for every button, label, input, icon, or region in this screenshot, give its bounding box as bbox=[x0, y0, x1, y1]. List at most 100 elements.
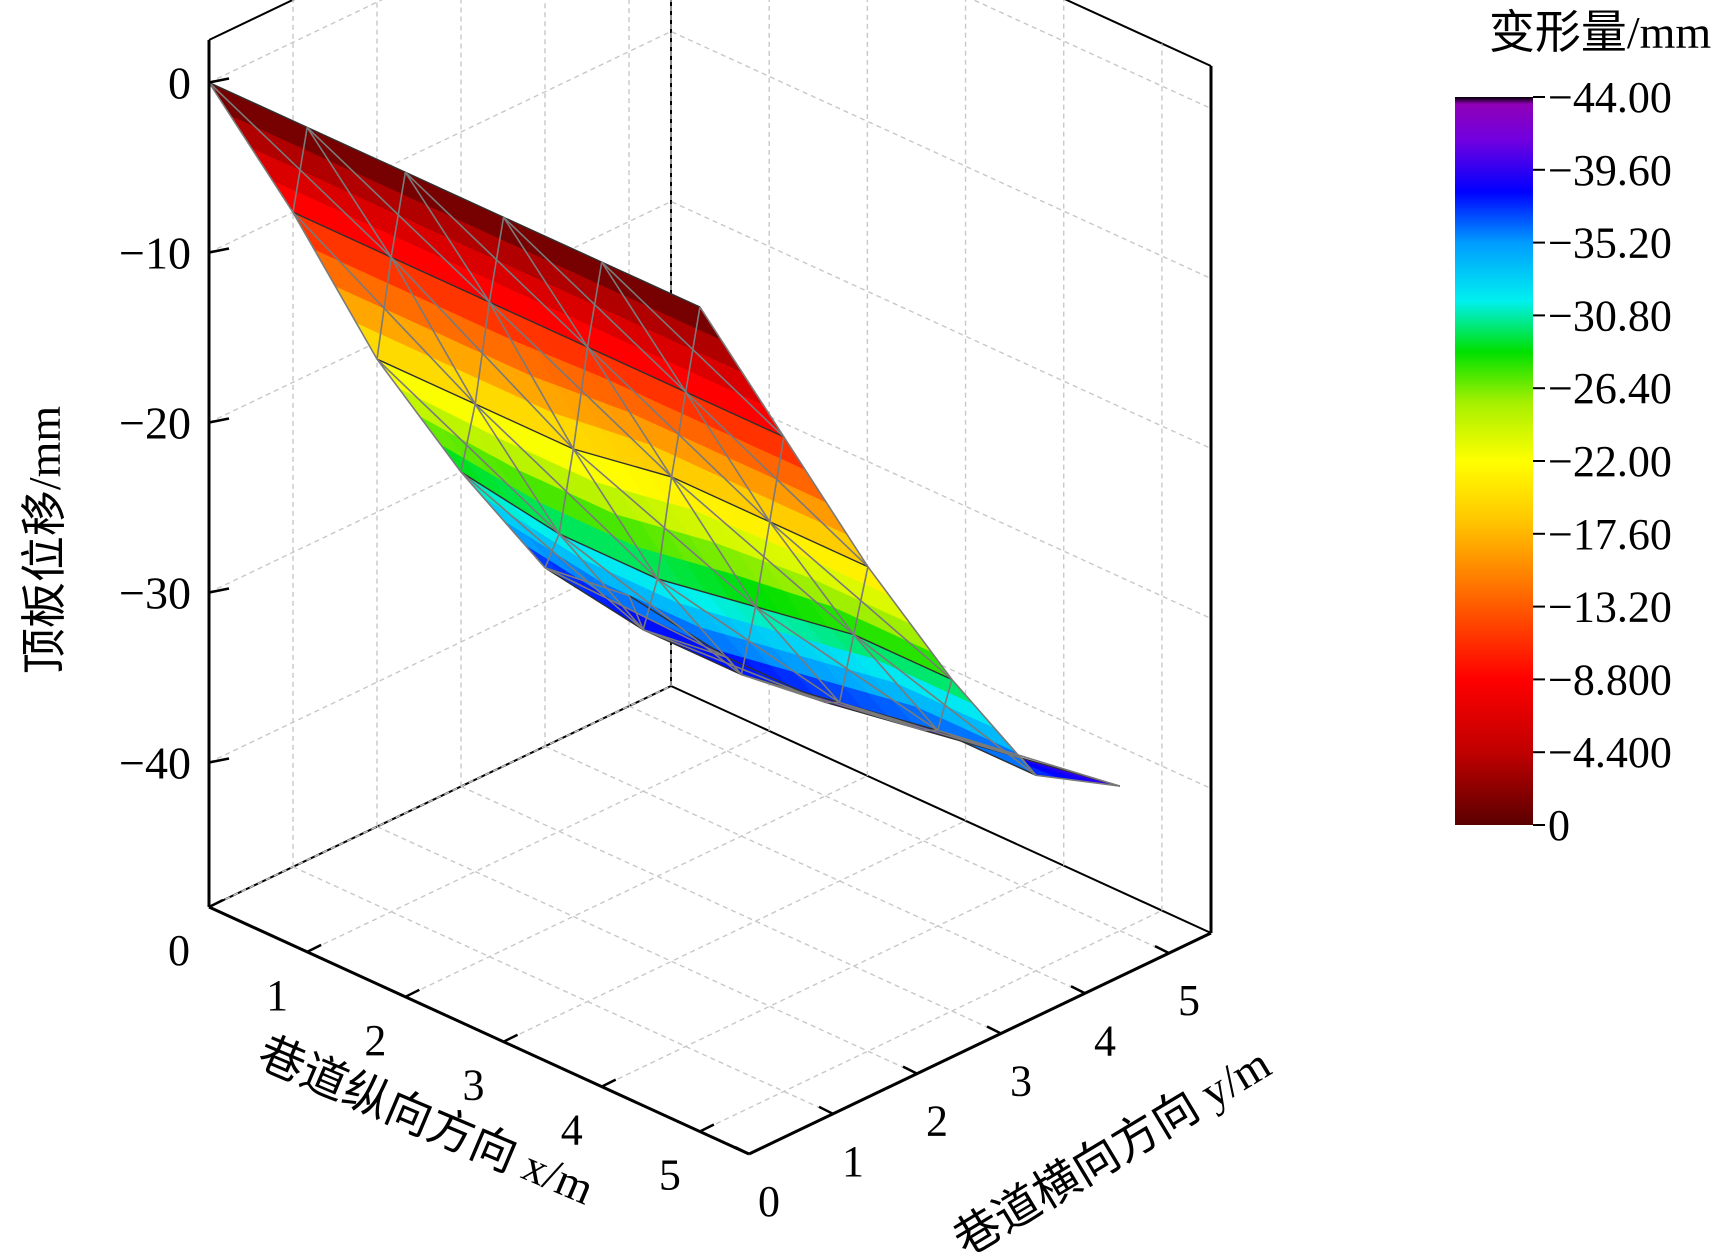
y-tick-label: 1 bbox=[842, 1137, 864, 1186]
mesh-diagonal bbox=[376, 358, 560, 535]
gridline bbox=[405, 775, 868, 998]
y-tick-label: 0 bbox=[758, 1177, 780, 1226]
mesh-diagonal bbox=[852, 566, 869, 635]
x-tick bbox=[699, 1123, 715, 1133]
mesh-diagonal bbox=[642, 578, 659, 630]
mesh-line bbox=[699, 306, 1121, 787]
mesh-diagonal bbox=[558, 448, 575, 534]
mesh-diagonal bbox=[937, 729, 1121, 787]
colorbar-tick-label: −35.20 bbox=[1548, 219, 1672, 268]
mesh-diagonal bbox=[474, 302, 491, 405]
z-tick bbox=[208, 587, 230, 594]
box-back-edge bbox=[670, 685, 1212, 934]
colorbar-tick-label: −39.60 bbox=[1548, 146, 1672, 195]
mesh-diagonal bbox=[670, 391, 687, 477]
y-tick bbox=[1070, 985, 1086, 995]
colorbar-tick-label: −26.40 bbox=[1548, 364, 1672, 413]
mesh-diagonal bbox=[1021, 757, 1037, 776]
axis-box-front bbox=[207, 40, 1213, 1156]
x-tick-label: 3 bbox=[463, 1061, 485, 1110]
mesh-diagonal bbox=[628, 595, 644, 630]
colorbar-tick-label: −44.00 bbox=[1548, 73, 1672, 122]
gridline bbox=[699, 909, 1163, 1133]
x-tick-label: 1 bbox=[266, 971, 288, 1020]
x-tick bbox=[502, 1033, 519, 1043]
x-tick bbox=[306, 943, 322, 954]
mesh-diagonal bbox=[460, 403, 476, 473]
gridline bbox=[306, 730, 770, 953]
z-tick-label: −40 bbox=[119, 738, 191, 789]
colorbar-tick-label: 0 bbox=[1548, 801, 1570, 850]
box-front-edge bbox=[748, 931, 1212, 1156]
y-tick-label: 5 bbox=[1178, 976, 1200, 1025]
colorbar-ticks: −44.00 −39.60 −35.20 −30.80 −26.40 −22.00 −17.… bbox=[1533, 73, 1672, 850]
colorbar-tick-label: −17.60 bbox=[1548, 510, 1672, 559]
surface-plot bbox=[207, 81, 1121, 787]
mesh-diagonal bbox=[671, 476, 855, 636]
z-tick bbox=[208, 77, 230, 84]
mesh-diagonal bbox=[488, 301, 673, 478]
mesh-diagonal bbox=[684, 306, 701, 393]
gridline bbox=[208, 0, 1212, 110]
x-tick bbox=[601, 1078, 617, 1088]
mesh-diagonal bbox=[390, 172, 407, 258]
mesh-diagonal bbox=[936, 679, 953, 731]
colorbar-tick-label: −4.400 bbox=[1548, 728, 1672, 777]
colorbar-tick-label: −13.20 bbox=[1548, 583, 1672, 632]
z-tick bbox=[208, 757, 230, 764]
z-tick bbox=[208, 247, 230, 254]
z-tick-label: −30 bbox=[119, 568, 191, 619]
box-front-edge bbox=[208, 905, 750, 1156]
mesh-line bbox=[628, 595, 1121, 787]
gridline bbox=[376, 825, 918, 1075]
colorbar bbox=[1455, 97, 1533, 825]
gridline bbox=[544, 745, 1086, 994]
mesh-diagonal bbox=[726, 656, 742, 676]
mesh-line bbox=[306, 126, 728, 659]
mesh-diagonal bbox=[754, 521, 771, 607]
box-back-edge bbox=[208, 0, 295, 41]
mesh-diagonal bbox=[586, 262, 603, 348]
gridline bbox=[628, 705, 1170, 954]
mesh-diagonal bbox=[572, 346, 589, 450]
y-axis-label: 巷道横向方向 y/m bbox=[945, 1037, 1279, 1252]
z-tick-label: 0 bbox=[168, 58, 191, 109]
y-tick-label: 4 bbox=[1094, 1016, 1116, 1065]
colorbar-title: 变形量/mm bbox=[1489, 7, 1712, 58]
mesh-diagonal bbox=[544, 533, 560, 569]
y-tick bbox=[1154, 944, 1170, 955]
y-tick bbox=[818, 1105, 834, 1115]
mesh-line bbox=[376, 358, 869, 568]
z-tick bbox=[208, 417, 230, 424]
gridline bbox=[208, 685, 672, 908]
mesh-diagonal bbox=[768, 436, 785, 522]
z-tick-label: −20 bbox=[119, 398, 191, 449]
y-tick bbox=[902, 1065, 918, 1075]
x-tick bbox=[404, 988, 420, 998]
gridline bbox=[503, 820, 966, 1043]
box-back-edge bbox=[1064, 0, 1212, 67]
z-tick-label: −10 bbox=[119, 228, 191, 279]
mesh-line bbox=[292, 211, 785, 438]
y-tick bbox=[986, 1025, 1002, 1035]
y-tick-label: 3 bbox=[1010, 1056, 1032, 1105]
mesh-diagonal bbox=[838, 634, 855, 703]
axis-ticks: 0 −10 −20 −30 −40 0 1 2 3 4 5 0 1 2 3 4 5 bbox=[119, 58, 1200, 1227]
x-tick-label: 0 bbox=[168, 926, 190, 975]
mesh-diagonal bbox=[376, 257, 392, 360]
y-tick-label: 2 bbox=[926, 1097, 948, 1146]
x-tick-label: 5 bbox=[659, 1151, 681, 1200]
y-tick bbox=[734, 1145, 750, 1156]
colorbar-tick-label: −8.800 bbox=[1548, 655, 1672, 704]
mesh-diagonal bbox=[488, 217, 505, 303]
mesh-line bbox=[208, 82, 630, 597]
colorbar-tick-label: −22.00 bbox=[1548, 437, 1672, 486]
mesh-line bbox=[208, 81, 701, 308]
mesh-diagonal bbox=[656, 476, 673, 579]
x-tick bbox=[208, 898, 224, 909]
mesh-diagonal bbox=[740, 606, 757, 675]
gridline bbox=[601, 865, 1065, 1088]
gridline bbox=[460, 785, 1002, 1035]
x-tick-label: 4 bbox=[561, 1106, 583, 1155]
